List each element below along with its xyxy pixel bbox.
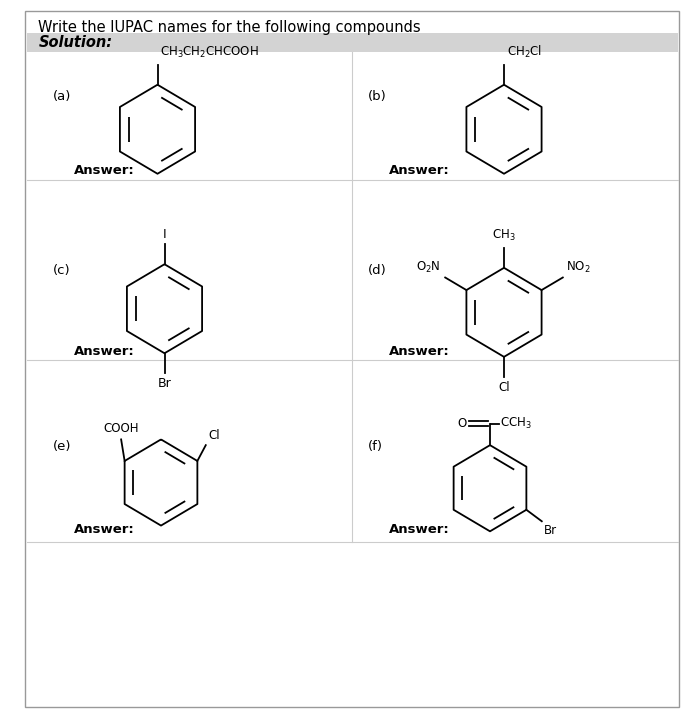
Text: Answer:: Answer: <box>389 345 449 358</box>
Text: (a): (a) <box>52 90 71 103</box>
Text: (e): (e) <box>52 440 71 453</box>
Text: (c): (c) <box>52 264 70 277</box>
Text: CH$_2$Cl: CH$_2$Cl <box>507 45 542 60</box>
Text: Answer:: Answer: <box>74 345 134 358</box>
Text: Answer:: Answer: <box>74 164 134 177</box>
Text: Br: Br <box>544 524 557 537</box>
Text: Answer:: Answer: <box>74 523 134 536</box>
Text: Answer:: Answer: <box>389 164 449 177</box>
Text: I: I <box>162 228 167 241</box>
Text: (f): (f) <box>368 440 382 453</box>
Text: O$_2$N: O$_2$N <box>416 259 441 275</box>
Text: CH$_3$CH$_2$CHCOOH: CH$_3$CH$_2$CHCOOH <box>160 45 259 60</box>
Text: O: O <box>458 417 467 430</box>
Text: Br: Br <box>158 377 172 390</box>
Text: Write the IUPAC names for the following compounds: Write the IUPAC names for the following … <box>38 20 421 34</box>
Text: CCH$_3$: CCH$_3$ <box>500 416 533 432</box>
Text: Answer:: Answer: <box>389 523 449 536</box>
Text: (b): (b) <box>368 90 386 103</box>
Text: COOH: COOH <box>104 422 139 435</box>
Text: Solution:: Solution: <box>38 35 113 50</box>
Text: CH$_3$: CH$_3$ <box>492 228 516 243</box>
Text: (d): (d) <box>368 264 386 277</box>
Text: Cl: Cl <box>209 429 220 442</box>
Text: NO$_2$: NO$_2$ <box>566 259 591 275</box>
Bar <box>27 33 678 52</box>
Text: Cl: Cl <box>498 381 510 393</box>
